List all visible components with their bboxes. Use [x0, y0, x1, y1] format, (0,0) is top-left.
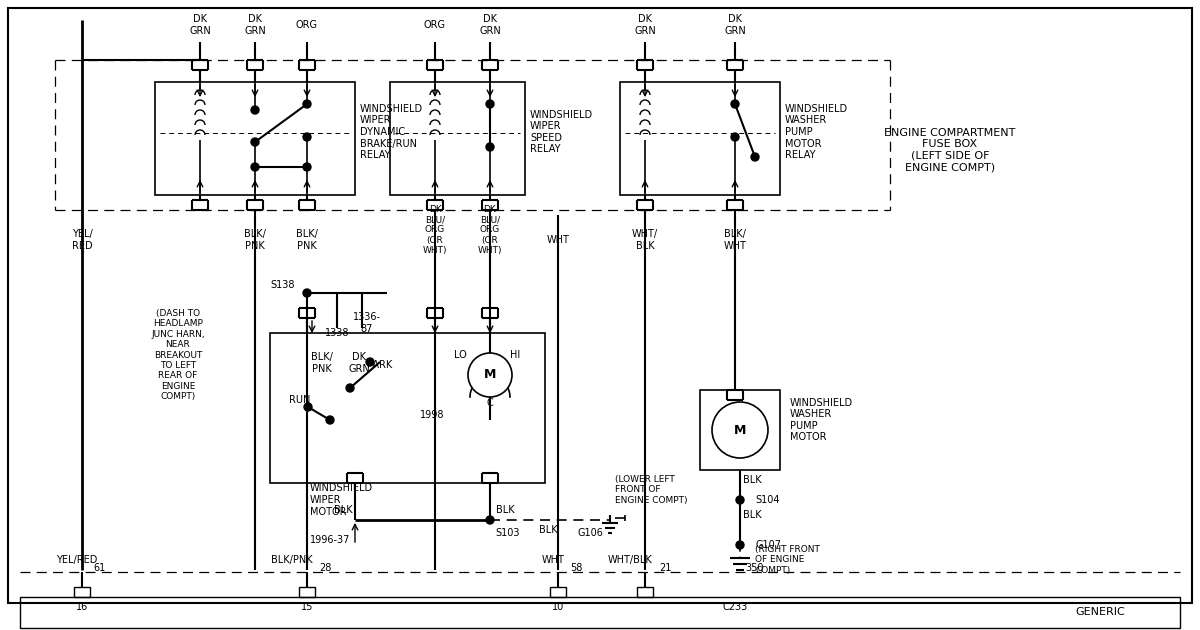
- Circle shape: [302, 133, 311, 141]
- Text: DK
GRN: DK GRN: [479, 14, 500, 36]
- Circle shape: [731, 133, 739, 141]
- Text: BLK/
PNK: BLK/ PNK: [296, 229, 318, 251]
- Text: 28: 28: [319, 563, 331, 573]
- Text: WINDSHIELD
WASHER
PUMP
MOTOR: WINDSHIELD WASHER PUMP MOTOR: [790, 398, 853, 442]
- Bar: [550, 587, 566, 597]
- Text: (RIGHT FRONT
OF ENGINE
COMPT): (RIGHT FRONT OF ENGINE COMPT): [755, 545, 820, 575]
- Text: 350: 350: [745, 563, 764, 573]
- Text: RUN: RUN: [289, 395, 311, 405]
- Text: BLK: BLK: [743, 475, 761, 485]
- Text: BLK/
WHT: BLK/ WHT: [724, 229, 746, 251]
- Text: S103: S103: [496, 528, 520, 538]
- Text: 1996-37: 1996-37: [310, 535, 350, 545]
- Bar: [74, 587, 90, 597]
- Text: GENERIC: GENERIC: [1075, 607, 1124, 617]
- Text: YEL/RED: YEL/RED: [56, 555, 97, 565]
- Circle shape: [251, 163, 259, 171]
- Circle shape: [486, 100, 494, 108]
- Text: 1998: 1998: [420, 410, 444, 420]
- Text: BLK/PNK: BLK/PNK: [271, 555, 313, 565]
- Bar: [20, 597, 1180, 628]
- Text: (LOWER LEFT
FRONT OF
ENGINE COMPT): (LOWER LEFT FRONT OF ENGINE COMPT): [616, 475, 688, 505]
- Circle shape: [731, 100, 739, 108]
- Text: G106: G106: [577, 528, 602, 538]
- Text: ORG: ORG: [424, 20, 446, 30]
- Text: BLK: BLK: [743, 510, 761, 520]
- Circle shape: [346, 384, 354, 392]
- Text: S138: S138: [270, 280, 295, 290]
- Bar: [637, 587, 653, 597]
- Bar: [700, 390, 780, 470]
- Text: 15: 15: [301, 602, 313, 612]
- Text: ENGINE COMPARTMENT
FUSE BOX
(LEFT SIDE OF
ENGINE COMPT): ENGINE COMPARTMENT FUSE BOX (LEFT SIDE O…: [884, 128, 1015, 173]
- Circle shape: [736, 496, 744, 504]
- Bar: [620, 82, 780, 195]
- Text: BLK: BLK: [539, 525, 557, 535]
- Text: DK
GRN: DK GRN: [634, 14, 656, 36]
- Text: DK
BLU/
ORG
(OR
WHT): DK BLU/ ORG (OR WHT): [478, 205, 503, 255]
- Text: M: M: [734, 423, 746, 437]
- Text: WINDSHIELD
WIPER
MOTOR: WINDSHIELD WIPER MOTOR: [310, 483, 373, 517]
- Circle shape: [302, 100, 311, 108]
- Circle shape: [468, 353, 512, 397]
- Text: WINDSHIELD
WIPER
DYNAMIC
BRAKE/RUN
RELAY: WINDSHIELD WIPER DYNAMIC BRAKE/RUN RELAY: [360, 104, 424, 160]
- Text: DK
BLU/
ORG
(OR
WHT): DK BLU/ ORG (OR WHT): [422, 205, 448, 255]
- Text: DK
GRN: DK GRN: [244, 14, 266, 36]
- Text: M: M: [484, 369, 496, 382]
- Text: 61: 61: [94, 563, 106, 573]
- Text: WINDSHIELD
WIPER
SPEED
RELAY: WINDSHIELD WIPER SPEED RELAY: [530, 110, 593, 154]
- Text: C233: C233: [722, 602, 748, 612]
- Text: C: C: [487, 398, 493, 408]
- Text: WINDSHIELD
WASHER
PUMP
MOTOR
RELAY: WINDSHIELD WASHER PUMP MOTOR RELAY: [785, 104, 848, 160]
- Text: 21: 21: [659, 563, 671, 573]
- Circle shape: [751, 153, 760, 161]
- Bar: [390, 82, 526, 195]
- Text: S104: S104: [755, 495, 780, 505]
- Bar: [270, 333, 545, 483]
- Text: 58: 58: [570, 563, 582, 573]
- Text: (DASH TO
HEADLAMP
JUNC HARN,
NEAR
BREAKOUT
TO LEFT
REAR OF
ENGINE
COMPT): (DASH TO HEADLAMP JUNC HARN, NEAR BREAKO…: [151, 309, 205, 401]
- Circle shape: [486, 143, 494, 151]
- Text: WHT: WHT: [541, 555, 564, 565]
- Text: WHT/BLK: WHT/BLK: [607, 555, 653, 565]
- Text: BLK: BLK: [496, 505, 515, 515]
- Text: LO: LO: [454, 350, 467, 360]
- Text: BLK/
PNK: BLK/ PNK: [311, 352, 332, 374]
- Text: ORG: ORG: [296, 20, 318, 30]
- Circle shape: [302, 163, 311, 171]
- Text: 16: 16: [76, 602, 88, 612]
- Circle shape: [251, 138, 259, 146]
- Circle shape: [366, 358, 374, 366]
- Text: DK
GRN: DK GRN: [724, 14, 746, 36]
- Circle shape: [302, 289, 311, 297]
- Circle shape: [712, 402, 768, 458]
- Bar: [299, 587, 314, 597]
- Circle shape: [304, 403, 312, 411]
- Circle shape: [486, 516, 494, 524]
- Text: BLK/
PNK: BLK/ PNK: [244, 229, 266, 251]
- Text: HI: HI: [510, 350, 520, 360]
- Circle shape: [736, 541, 744, 549]
- Text: 1338: 1338: [325, 328, 349, 338]
- Text: YEL/
RED: YEL/ RED: [72, 229, 92, 251]
- Text: G107: G107: [755, 540, 781, 550]
- Text: 10: 10: [552, 602, 564, 612]
- Circle shape: [326, 416, 334, 424]
- Text: WHT/
BLK: WHT/ BLK: [632, 229, 658, 251]
- Text: PARK: PARK: [367, 360, 392, 370]
- Text: WHT: WHT: [546, 235, 570, 245]
- Text: DK
GRN: DK GRN: [190, 14, 211, 36]
- Bar: [155, 82, 355, 195]
- Text: BLK: BLK: [334, 505, 353, 515]
- Circle shape: [251, 106, 259, 114]
- Text: 1336-
87: 1336- 87: [353, 312, 382, 334]
- Text: DK
GRN: DK GRN: [348, 352, 370, 374]
